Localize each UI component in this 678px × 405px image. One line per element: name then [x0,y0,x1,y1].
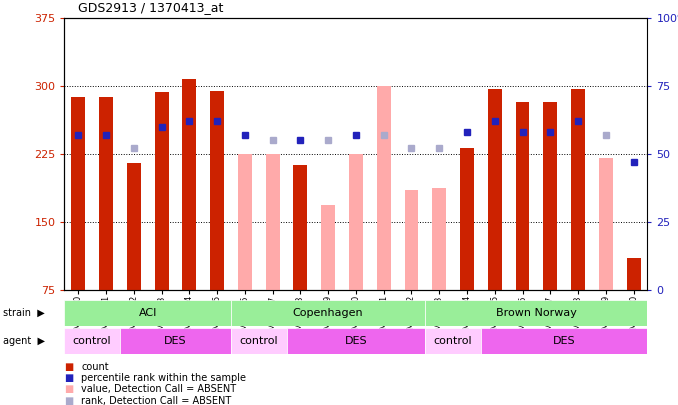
Text: DES: DES [344,336,367,346]
Bar [294,165,307,290]
Text: Copenhagen: Copenhagen [293,308,363,318]
Bar [405,190,418,290]
Bar [210,91,224,290]
Bar [515,102,530,290]
Text: ■: ■ [64,396,74,405]
Bar [599,158,613,290]
Text: control: control [73,336,111,346]
Bar [155,92,169,290]
Text: ■: ■ [64,384,74,394]
Bar [460,147,474,290]
Bar [626,258,641,290]
Bar [321,205,335,290]
Text: control: control [434,336,473,346]
Text: ■: ■ [64,373,74,383]
Bar [71,97,85,290]
Text: rank, Detection Call = ABSENT: rank, Detection Call = ABSENT [81,396,232,405]
Bar [488,89,502,290]
Bar [349,154,363,290]
Text: value, Detection Call = ABSENT: value, Detection Call = ABSENT [81,384,237,394]
Bar [425,300,647,326]
Bar [99,97,113,290]
Bar [127,163,141,290]
Text: count: count [81,362,109,371]
Bar [287,328,425,354]
Bar [571,89,585,290]
Bar [238,154,252,290]
Text: ACI: ACI [138,308,157,318]
Bar [425,328,481,354]
Bar [433,188,446,290]
Bar [543,102,557,290]
Text: DES: DES [553,336,576,346]
Bar [377,86,391,290]
Text: control: control [239,336,278,346]
Text: DES: DES [164,336,186,346]
Bar [120,328,231,354]
Bar [231,300,425,326]
Text: strain  ▶: strain ▶ [3,308,45,318]
Text: ■: ■ [64,362,74,371]
Text: percentile rank within the sample: percentile rank within the sample [81,373,246,383]
Text: Brown Norway: Brown Norway [496,308,577,318]
Text: GDS2913 / 1370413_at: GDS2913 / 1370413_at [78,1,223,14]
Bar [266,154,279,290]
Bar [481,328,647,354]
Text: agent  ▶: agent ▶ [3,336,45,346]
Bar [182,79,197,290]
Bar [64,300,231,326]
Bar [64,328,120,354]
Bar [231,328,287,354]
